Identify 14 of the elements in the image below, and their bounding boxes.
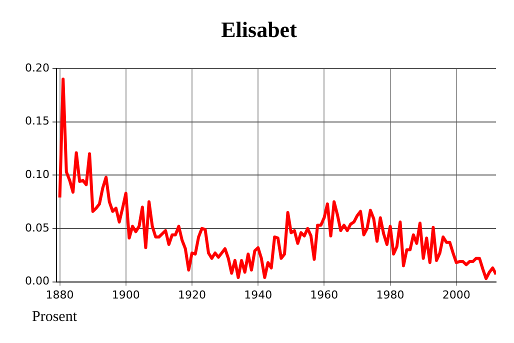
x-tick-label: 1880 — [46, 288, 74, 302]
chart-title: Elisabet — [221, 16, 298, 42]
x-tick-label: 1920 — [178, 288, 206, 302]
x-tick-label: 1960 — [310, 288, 338, 302]
y-tick-label: 0.10 — [24, 168, 50, 181]
y-tick-label: 0.05 — [24, 221, 50, 234]
y-tick-label: 0.20 — [24, 61, 50, 74]
y-tick-label: 0.15 — [24, 114, 50, 128]
x-tick-label: 1980 — [376, 288, 404, 302]
x-tick-label: 2000 — [442, 288, 470, 302]
x-tick-label: 1940 — [244, 288, 272, 302]
x-tick-label: 1900 — [112, 288, 140, 302]
text: Prosent — [32, 309, 77, 326]
y-tick-label: 0.00 — [24, 274, 50, 288]
